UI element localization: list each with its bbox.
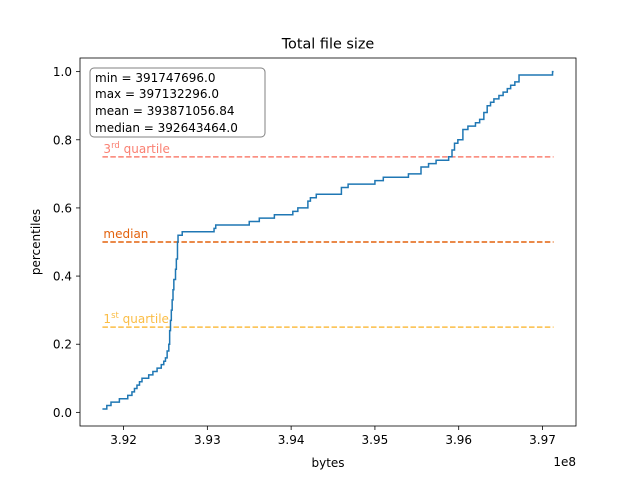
stats-median: median = 392643464.0 [95, 121, 238, 135]
y-axis-label: percentiles [29, 209, 43, 275]
x-tick-label: 3.95 [362, 433, 389, 447]
reference-lines: 3rd quartile median 1st quartile [102, 141, 554, 328]
reference-label-main: median [103, 227, 148, 241]
stats-box-frame [89, 67, 266, 138]
reference-line-label: 1st quartile [103, 311, 169, 326]
cdf-series-line [102, 70, 554, 410]
reference-label-main: 1 [103, 312, 111, 326]
reference-label-sup: rd [111, 141, 120, 151]
x-axis-label: bytes [311, 456, 344, 470]
y-tick-label: 0.2 [53, 338, 72, 352]
plot-frame [79, 57, 577, 427]
y-tick-label: 0.4 [53, 270, 72, 284]
reference-line-label: 3rd quartile [103, 141, 169, 156]
x-tick-label: 3.96 [445, 433, 472, 447]
y-tick-label: 0.6 [53, 201, 72, 215]
y-axis-ticks: 0.0 0.2 0.4 0.6 0.8 1.0 [53, 65, 80, 420]
x-tick-label: 3.93 [194, 433, 221, 447]
reference-label-rest: quartile [119, 312, 169, 326]
x-tick-label: 3.94 [278, 433, 305, 447]
stats-min: min = 391747696.0 [95, 71, 215, 85]
reference-label-sup: st [111, 311, 119, 321]
x-tick-label: 3.92 [110, 433, 137, 447]
stats-mean: mean = 393871056.84 [95, 104, 235, 118]
stats-box: min = 391747696.0 max = 397132296.0 mean… [89, 67, 266, 138]
reference-line-label: median [103, 227, 148, 241]
x-tick-label: 3.97 [529, 433, 556, 447]
reference-label-rest: quartile [120, 142, 170, 156]
x-axis-offset-label: 1e8 [553, 455, 576, 469]
y-tick-label: 0.0 [53, 406, 72, 420]
chart-title: Total file size [281, 37, 375, 53]
reference-label-main: 3 [103, 142, 111, 156]
stats-max: max = 397132296.0 [95, 87, 219, 101]
y-tick-label: 1.0 [53, 65, 72, 79]
series-layer [102, 70, 554, 410]
x-axis-ticks: 3.92 3.93 3.94 3.95 3.96 3.97 [110, 426, 556, 447]
y-tick-label: 0.8 [53, 133, 72, 147]
